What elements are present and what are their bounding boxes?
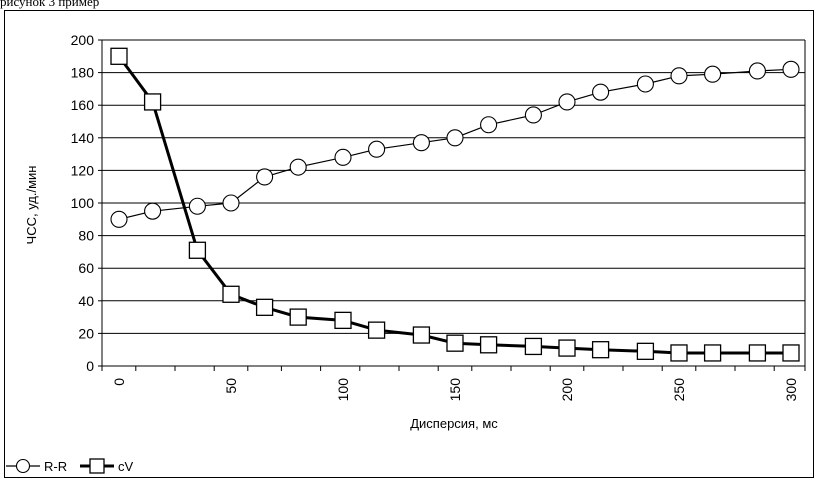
- axes: [98, 39, 806, 371]
- point-cV-8: [412, 326, 431, 344]
- point-cV-5: [289, 308, 307, 326]
- point-R-R-7: [368, 140, 386, 158]
- point-cV-2: [188, 241, 207, 259]
- point-R-R-12: [558, 93, 576, 111]
- x-tick-label-250: 250: [671, 378, 687, 402]
- point-R-R-5: [289, 158, 307, 176]
- point-R-R-3: [222, 194, 240, 212]
- chart-frame: [4, 10, 814, 478]
- point-cV-18: [782, 344, 800, 362]
- point-cV-10: [479, 336, 498, 354]
- x-tick-label-300: 300: [783, 378, 799, 402]
- legend-marker-R-R: [15, 458, 31, 474]
- point-cV-15: [670, 344, 688, 362]
- y-tick-label-120: 120: [71, 162, 95, 178]
- x-tick-label-200: 200: [559, 378, 575, 402]
- point-cV-16: [703, 344, 722, 362]
- point-R-R-6: [334, 148, 352, 166]
- x-axis-label: Дисперсия, мс: [410, 416, 498, 431]
- point-cV-13: [591, 341, 610, 359]
- point-R-R-10: [480, 116, 498, 134]
- point-R-R-8: [412, 134, 430, 152]
- y-tick-label-0: 0: [86, 358, 94, 374]
- y-tick-label-200: 200: [71, 32, 95, 48]
- x-tick-label-100: 100: [335, 378, 351, 402]
- point-R-R-2: [188, 197, 206, 215]
- point-cV-7: [367, 321, 386, 339]
- legend-marker-cV: [89, 458, 105, 474]
- legend-label-R-R: R-R: [44, 459, 67, 474]
- x-tick-label-150: 150: [447, 378, 463, 402]
- y-tick-label-20: 20: [78, 325, 94, 341]
- point-R-R-13: [592, 83, 610, 101]
- x-tick-label-0: 0: [111, 378, 127, 386]
- legend: R-R cV: [6, 458, 134, 474]
- point-R-R-1: [144, 202, 162, 220]
- point-cV-3: [222, 285, 240, 303]
- y-tick-label-80: 80: [78, 228, 94, 244]
- y-axis-label: ЧСС, уд./мин: [24, 166, 39, 245]
- y-tick-label-140: 140: [71, 130, 95, 146]
- point-R-R-0: [110, 210, 128, 228]
- series-group: [110, 47, 800, 362]
- point-R-R-15: [670, 67, 688, 85]
- point-R-R-4: [256, 168, 274, 186]
- point-cV-0: [110, 47, 128, 65]
- point-R-R-17: [748, 62, 766, 80]
- point-cV-1: [143, 93, 162, 111]
- y-tick-label-160: 160: [71, 97, 95, 113]
- point-R-R-16: [704, 65, 722, 83]
- point-R-R-18: [782, 60, 800, 78]
- page-caption: рисунок 3 пример: [0, 0, 100, 9]
- x-tick-labels: 0 50 100 150 200 250 300: [111, 378, 799, 402]
- point-cV-14: [636, 342, 655, 360]
- point-cV-11: [524, 337, 543, 356]
- point-R-R-11: [524, 106, 542, 124]
- point-cV-4: [255, 298, 274, 316]
- y-tick-label-60: 60: [78, 260, 94, 276]
- point-cV-17: [748, 344, 767, 362]
- x-tick-label-50: 50: [223, 378, 239, 394]
- y-tick-label-180: 180: [71, 65, 95, 81]
- point-R-R-14: [636, 75, 654, 93]
- legend-label-cV: cV: [118, 459, 134, 474]
- y-tick-label-40: 40: [78, 293, 94, 309]
- point-cV-12: [558, 339, 576, 357]
- y-tick-labels: 0 20 40 60 80 100 120 140 160 180 200: [71, 32, 95, 374]
- gridlines: [102, 39, 805, 334]
- point-cV-9: [446, 334, 464, 352]
- y-tick-label-100: 100: [71, 195, 95, 211]
- point-cV-6: [334, 311, 352, 330]
- point-R-R-9: [446, 129, 464, 147]
